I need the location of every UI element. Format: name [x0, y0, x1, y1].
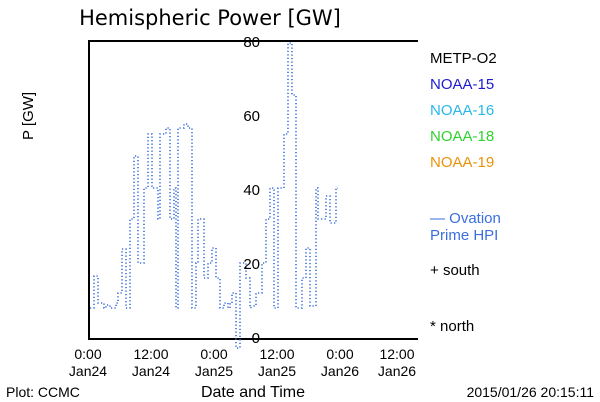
x-axis-label: Date and Time: [88, 384, 418, 402]
legend-item-noaa19: NOAA-19: [430, 150, 595, 176]
legend-item-noaa18: NOAA-18: [430, 124, 595, 150]
legend-marker-north: * north: [430, 314, 595, 340]
y-axis-label: P [GW]: [20, 92, 37, 140]
plot-footer-left: Plot: CCMC: [6, 384, 80, 400]
x-tick-label-2: 0:00 Jan25: [179, 346, 249, 380]
hpi-and-markers-legend: — Ovation Prime HPI + south * north: [430, 210, 595, 340]
legend-item-noaa16: NOAA-16: [430, 98, 595, 124]
legend-item-noaa15: NOAA-15: [430, 72, 595, 98]
x-tick-label-1: 12:00 Jan24: [116, 346, 186, 380]
y-tick-40: 40: [220, 182, 260, 199]
y-tick-20: 20: [220, 256, 260, 273]
chart-title: Hemispheric Power [GW]: [0, 6, 420, 30]
legend-hpi-label: — Ovation Prime HPI: [430, 210, 595, 244]
plot-footer-right: 2015/01/26 20:15:11: [467, 384, 594, 400]
y-tick-60: 60: [220, 108, 260, 125]
x-tick-label-0: 0:00 Jan24: [53, 346, 123, 380]
x-tick-label-5: 12:00 Jan26: [362, 346, 432, 380]
legend-item-metp02: METP-O2: [430, 46, 595, 72]
satellite-legend: METP-O2 NOAA-15 NOAA-16 NOAA-18 NOAA-19: [430, 46, 595, 176]
x-tick-label-3: 12:00 Jan25: [242, 346, 312, 380]
y-tick-0: 0: [220, 330, 260, 347]
power-step-line: [90, 43, 338, 348]
legend-marker-south: + south: [430, 258, 595, 284]
y-tick-80: 80: [220, 34, 260, 51]
